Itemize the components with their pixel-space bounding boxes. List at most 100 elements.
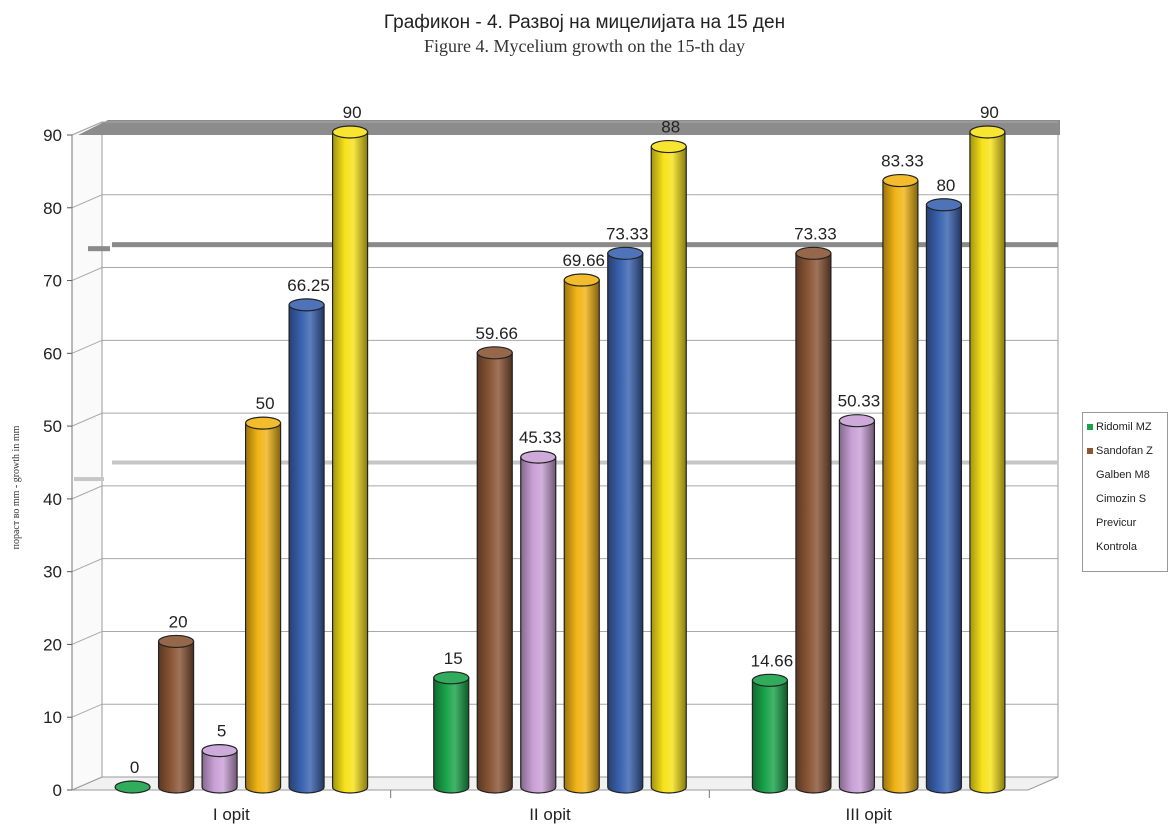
bar-top [157,634,195,649]
plot-top-band [78,120,1060,135]
bar-top [563,273,600,287]
data-label: 80 [936,176,955,195]
data-label: 15 [444,649,463,668]
legend-label: Ridomil MZ [1096,421,1152,433]
y-tick-label: 0 [53,781,62,800]
data-label: 69.66 [562,251,605,270]
bar-body [607,252,644,794]
data-label: 20 [169,612,188,631]
legend-item: Cimozin S [1087,493,1146,505]
data-label: 59.66 [475,324,518,343]
bar-top [751,673,789,687]
legend-item: Ridomil MZ [1087,421,1152,433]
y-axis-title: пораст во mm - growth in mm [11,425,22,549]
bar-body [925,204,963,794]
gridline [71,412,1058,427]
data-labels: 02055066.25901559.6645.3369.6673.338814.… [130,103,999,777]
x-category-label: II opit [529,805,571,824]
bar-body [433,677,470,794]
gridline [71,630,1058,645]
bar-body [795,252,832,794]
data-label: 90 [343,103,362,122]
bar [925,198,963,794]
bar-top [795,246,832,260]
bar-body [476,352,513,794]
bar-top [331,125,369,139]
decor-stripe [88,246,110,252]
legend-label: Kontrola [1096,541,1137,553]
legend-label: Galben M8 [1096,469,1150,481]
x-category-label: I opit [213,805,250,824]
bar-body [520,456,557,794]
legend-item: Kontrola [1087,541,1137,553]
bar [607,246,644,794]
y-tick-label: 90 [43,126,62,145]
legend-swatch [1087,496,1093,502]
bar [882,173,919,794]
data-label: 14.66 [751,651,794,670]
bar-top [969,125,1006,139]
data-label: 50.33 [838,392,881,411]
bar-body [563,279,600,794]
legend-swatch [1087,544,1093,550]
bar [563,273,600,794]
legend-label: Cimozin S [1096,493,1147,505]
y-tick-label: 30 [43,563,62,582]
data-label: 88 [661,118,680,137]
bar [288,298,325,794]
chart-subtitle: Figure 4. Mycelium growth on the 15-th d… [424,36,745,56]
bar-top [288,298,325,312]
gridline [71,121,1058,136]
data-label: 5 [217,722,226,741]
legend-item: Previcur [1087,517,1136,529]
gridline [71,558,1058,573]
y-tick-label: 20 [43,635,62,654]
chart-title: Графикон - 4. Развој на мицелијата на 15… [383,12,786,33]
gridline [71,194,1058,209]
bar [795,246,832,794]
legend-item: Galben M8 [1087,469,1150,481]
data-label: 90 [980,103,999,122]
gridline [71,485,1058,500]
legend-swatch [1087,472,1093,478]
gridline [71,267,1058,282]
bar [331,125,369,794]
bar-top [882,173,919,188]
y-tick-label: 80 [43,199,62,218]
bar [433,671,470,794]
gridline [71,339,1058,354]
bar [476,346,513,794]
bar-body [969,131,1006,794]
y-tick-label: 10 [43,708,62,727]
decor-stripe [74,477,104,482]
bar [520,450,557,794]
bar-body [244,422,282,794]
bar [838,414,876,794]
bar-body [838,420,876,794]
y-tick-label: 50 [43,417,62,436]
bar-top [925,198,963,212]
y-tick-label: 40 [43,490,62,509]
chart-bars [114,125,1006,794]
bar-top [244,416,282,430]
bar [201,744,238,794]
plot-side-wall [71,121,103,791]
gridline [71,703,1058,718]
legend-item: Sandofan Z [1087,445,1153,457]
bar-top [650,139,687,154]
legend-label: Sandofan Z [1096,445,1153,457]
bar-body [288,304,325,794]
bar-top [838,414,876,428]
data-label: 73.33 [794,224,837,243]
bar-top [607,246,644,260]
bar [157,634,195,794]
data-label: 83.33 [881,152,924,171]
legend-label: Previcur [1096,517,1137,529]
data-label: 73.33 [606,224,649,243]
chart-legend: Ridomil MZ Sandofan Z Galben M8 Cimozin S Pr… [1082,412,1168,572]
bar [969,125,1006,794]
bar-top [433,671,470,685]
bar [244,416,282,794]
bar-top [520,450,557,464]
